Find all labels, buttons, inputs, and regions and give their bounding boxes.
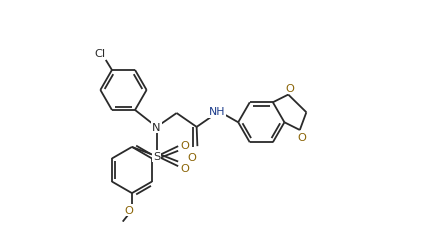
Text: O: O [181,140,190,150]
Text: O: O [125,205,133,215]
Text: S: S [153,152,160,162]
Text: O: O [297,132,306,142]
Text: O: O [181,163,190,173]
Text: NH: NH [208,107,225,117]
Text: O: O [187,152,196,162]
Text: N: N [152,122,161,132]
Text: Cl: Cl [95,49,106,59]
Text: O: O [285,83,294,93]
